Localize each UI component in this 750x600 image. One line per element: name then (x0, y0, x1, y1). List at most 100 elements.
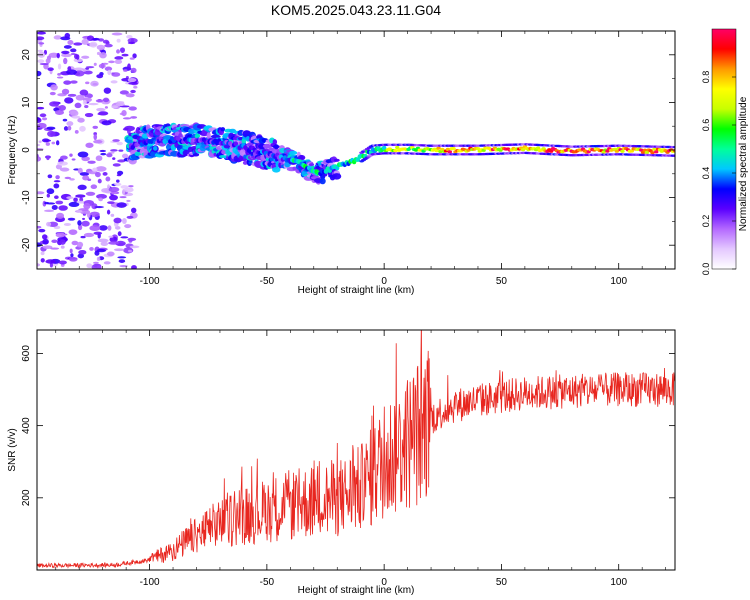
heatmap-noise-cell (63, 80, 72, 85)
heatmap-noise-cell (68, 229, 78, 235)
heatmap-noise-cell (114, 56, 124, 60)
heatmap-noise-cell (101, 120, 112, 126)
heatmap-noise-cell (64, 32, 71, 39)
heatmap-noise-cell (39, 113, 47, 118)
heatmap-noise-cell (73, 42, 83, 46)
heatmap-noise-cell (45, 58, 51, 64)
snr-frame (36, 329, 676, 571)
heatmap-noise-cell (130, 67, 137, 74)
snr-x-ticks: -100 -50 0 50 100 (55, 330, 666, 588)
heatmap-noise-cell (131, 265, 137, 269)
heatmap-noise-cell (54, 195, 59, 200)
heatmap-noise-cell (86, 263, 93, 269)
colorbar-ticks: 0.0 0.2 0.4 0.6 0.8 (701, 71, 736, 275)
heatmap-noise-cell (56, 76, 64, 79)
heatmap-noise-cell (82, 175, 90, 181)
heatmap-noise-cell (103, 87, 112, 94)
heatmap-track-cell (650, 151, 655, 155)
snr-x-axis-label: Height of straight line (km) (298, 585, 415, 596)
heatmap-noise-cell (110, 80, 118, 84)
heatmap-noise-cell (95, 166, 107, 172)
heatmap-noise-cell (44, 209, 55, 213)
heatmap-noise-cell (106, 251, 115, 257)
heatmap-noise-cell (124, 224, 132, 229)
heatmap-noise-cell (39, 62, 49, 66)
heatmap-noise-cell (47, 67, 54, 71)
heatmap-noise-cell (37, 49, 43, 53)
figure-title: KOM5.2025.043.23.11.G04 (271, 2, 441, 18)
heatmap-noise-cell (100, 241, 109, 246)
heatmap-noise-cell (69, 248, 73, 254)
heatmap-noise-cell (84, 112, 94, 118)
heatmap-noise-cell (40, 251, 45, 256)
heatmap-noise-cell (124, 125, 135, 132)
heatmap-noise-cell (111, 105, 119, 109)
heatmap-noise-cell (95, 99, 104, 103)
heatmap-noise-cell (45, 259, 56, 264)
heatmap-noise-cell (42, 238, 49, 245)
heatmap-track-cell (614, 149, 620, 153)
heatmap-y-ticks: -20 -10 0 10 20 (21, 30, 675, 270)
heatmap-track-cell (620, 149, 625, 153)
heatmap-noise-cell (82, 99, 87, 106)
heatmap-track-cell (434, 149, 439, 153)
heatmap-noise-cell (74, 53, 79, 60)
heatmap-noise-cell (77, 184, 87, 191)
heatmap-signal-cell (179, 123, 190, 128)
heatmap-noise-cell (66, 196, 74, 200)
heatmap-noise-cell (100, 152, 107, 156)
heatmap-noise-cell (128, 106, 137, 111)
colorbar-label: Normalized spectral amplitude (738, 96, 749, 231)
heatmap-signal-cell (153, 145, 158, 151)
heatmap-noise-cell (47, 174, 53, 179)
heatmap-noise-cell (79, 89, 89, 96)
heatmap-noise-cell (127, 63, 131, 70)
heatmap-noise-cell (93, 134, 98, 141)
heatmap-track-cell (654, 150, 659, 154)
heatmap-noise-cell (131, 207, 137, 214)
heatmap-noise-cell (87, 178, 92, 182)
x-tick-label: -100 (140, 276, 160, 287)
heatmap-noise-cell (58, 205, 68, 211)
y-tick-label: 600 (21, 345, 32, 362)
heatmap-noise-cell (92, 83, 98, 86)
heatmap-noise-cell (117, 159, 126, 163)
heatmap-noise-cell (94, 206, 105, 209)
heatmap-noise-cell (76, 241, 84, 248)
heatmap-noise-cell (55, 175, 60, 180)
heatmap-noise-cell (99, 149, 107, 153)
heatmap-noise-cell (82, 217, 86, 220)
heatmap-noise-cell (98, 225, 108, 231)
heatmap-noise-cell (46, 193, 50, 198)
heatmap-noise-cell (98, 63, 106, 69)
heatmap-noise-cell (130, 89, 136, 94)
heatmap-noise-cell (55, 200, 64, 205)
heatmap-noise-cell (123, 69, 128, 72)
heatmap-noise-cell (41, 234, 48, 240)
heatmap-noise-cell (122, 188, 126, 196)
heatmap-noise-cell (38, 228, 46, 233)
heatmap-track-cell (447, 150, 453, 154)
x-tick-label: 100 (610, 577, 627, 588)
heatmap-signal-cell (272, 139, 278, 145)
y-tick-label: -10 (21, 190, 32, 205)
heatmap-noise-cell (89, 211, 100, 218)
heatmap-noise-cell (88, 102, 99, 106)
heatmap-noise-cell (70, 110, 79, 117)
heatmap-noise-cell (60, 245, 65, 249)
heatmap-noise-cell (76, 200, 86, 204)
x-tick-label: 50 (496, 276, 508, 287)
heatmap-noise-cell (106, 209, 111, 215)
heatmap-noise-cell (116, 38, 121, 43)
heatmap-noise-cell (98, 197, 103, 202)
heatmap-noise-cell (42, 245, 53, 250)
heatmap-noise-cell (68, 201, 80, 208)
heatmap-signal-cell (297, 154, 306, 161)
heatmap-noise-cell (50, 84, 58, 91)
heatmap-noise-cell (81, 156, 90, 162)
heatmap-noise-cell (77, 220, 82, 226)
heatmap-noise-cell (47, 130, 56, 137)
heatmap-noise-cell (129, 57, 135, 60)
heatmap-noise-cell (77, 224, 83, 231)
heatmap-noise-cell (117, 170, 124, 176)
